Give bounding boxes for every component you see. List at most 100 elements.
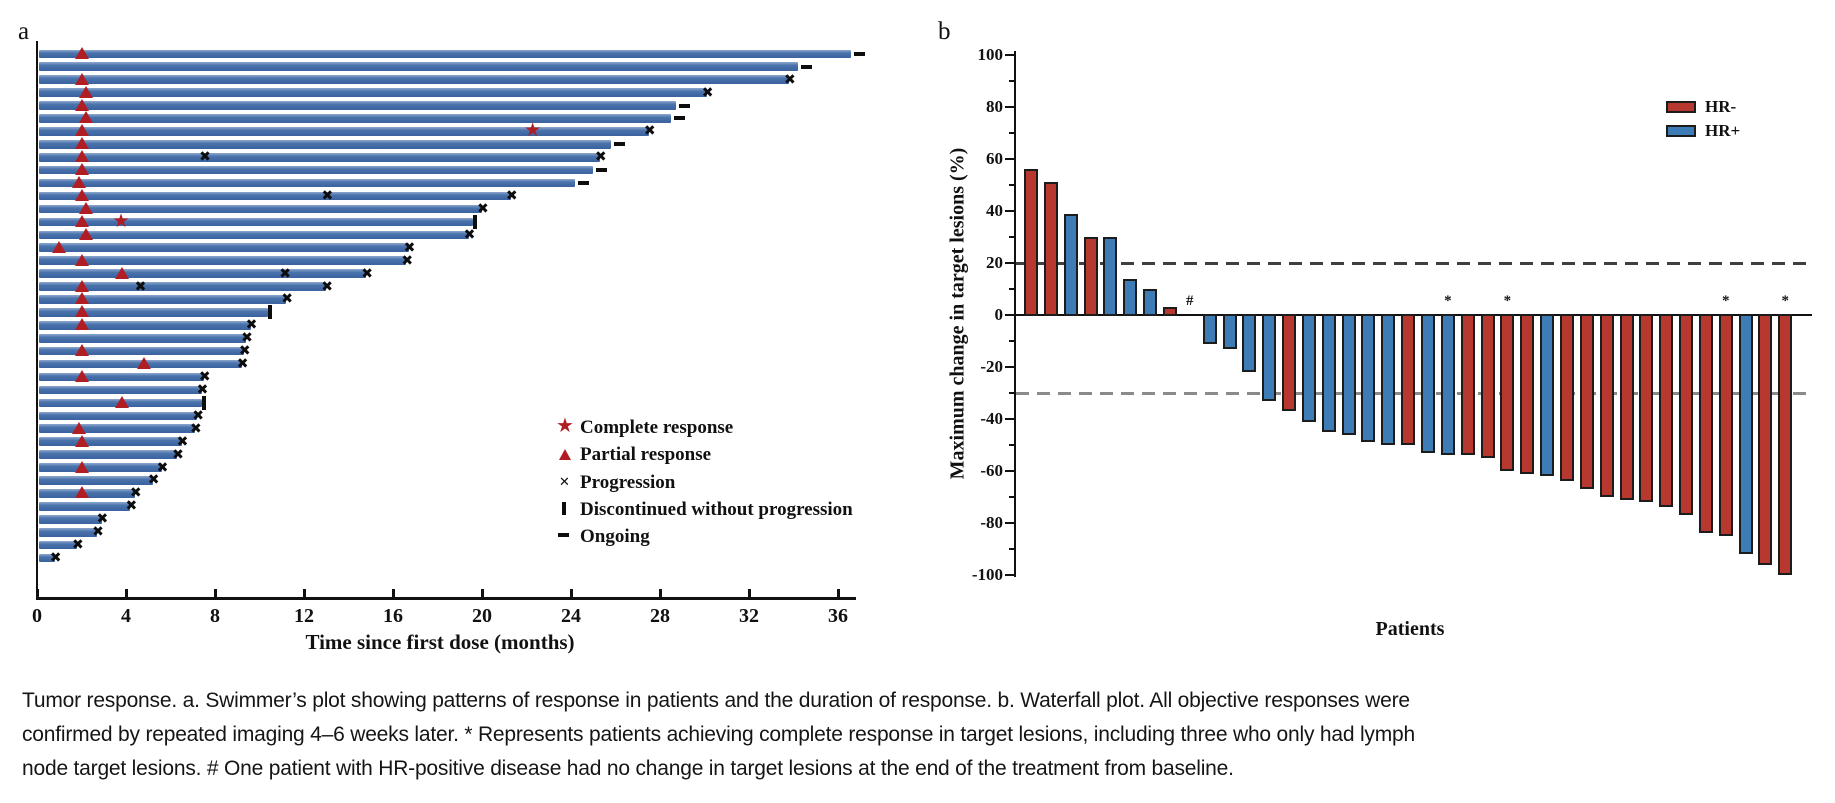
swimmer-legend-label: Progression — [580, 471, 676, 493]
complete-response-asterisk: * — [1781, 293, 1790, 309]
partial-response-icon — [74, 460, 89, 473]
x-tick-mark — [837, 589, 840, 598]
progression-icon: ✖ — [196, 381, 209, 398]
swimmer-bar — [38, 514, 102, 524]
waterfall-bar — [1341, 314, 1356, 435]
discontinued-icon — [473, 214, 478, 229]
complete-response-asterisk: * — [1444, 293, 1452, 309]
partial-response-icon — [78, 201, 93, 214]
ongoing-icon — [854, 51, 866, 56]
progression-icon: ✖ — [281, 291, 293, 308]
waterfall-bar — [1778, 314, 1793, 575]
y-tick-mark — [1009, 79, 1014, 83]
y-tick-label: -20 — [980, 357, 1003, 376]
swimmer-bar — [38, 165, 594, 175]
panel-a-label: a — [18, 18, 30, 45]
swimmer-legend-item: ✕ Progression — [556, 472, 886, 494]
ongoing-icon — [678, 103, 690, 108]
partial-response-icon — [72, 176, 87, 189]
complete-response-icon: ★ — [556, 415, 574, 437]
waterfall-bar — [1301, 314, 1316, 422]
progression-icon: ✖ — [129, 485, 142, 502]
y-tick-label: 40 — [986, 201, 1003, 220]
ongoing-icon — [578, 181, 590, 186]
panel-b-label: b — [938, 18, 951, 45]
waterfall-bar — [1222, 314, 1237, 349]
ongoing-icon — [614, 142, 626, 147]
swimmer-bar — [38, 49, 852, 59]
x-tick-mark — [748, 589, 751, 598]
complete-response-icon: ★ — [112, 210, 130, 232]
swimmer-bar — [38, 308, 269, 317]
progression-icon: ✖ — [172, 446, 184, 463]
partial-response-icon — [136, 357, 151, 370]
partial-response-icon — [74, 279, 89, 292]
progression-icon: ✖ — [72, 537, 84, 554]
waterfall-legend-label: HR- — [1705, 97, 1737, 116]
waterfall-bar — [1202, 314, 1217, 344]
partial-response-icon — [74, 292, 89, 305]
waterfall-legend-swatch — [1666, 125, 1696, 137]
complete-response-asterisk: * — [1503, 293, 1512, 309]
swimmer-legend-label: Complete response — [580, 417, 734, 438]
progression-icon: ✖ — [505, 188, 518, 205]
progression-icon: ✖ — [403, 239, 416, 256]
waterfall-bar — [1619, 314, 1634, 500]
y-tick-label: 20 — [986, 253, 1003, 272]
partial-response-icon — [78, 111, 93, 124]
waterfall-bar — [1063, 213, 1078, 316]
ongoing-icon — [800, 64, 812, 69]
partial-response-icon — [72, 421, 87, 434]
waterfall-bar — [1758, 314, 1773, 565]
progression-icon: ✖ — [594, 149, 607, 166]
y-tick-label: -60 — [980, 461, 1003, 480]
ongoing-icon — [596, 168, 608, 173]
waterfall-bar — [1024, 169, 1038, 316]
figure-caption: Tumor response. a. Swimmer’s plot showin… — [22, 684, 1822, 786]
swimmer-bar — [38, 411, 198, 421]
y-tick-label: 100 — [977, 45, 1004, 64]
x-tick-label: 36 — [828, 605, 848, 627]
x-tick-mark — [125, 589, 128, 598]
y-tick-mark — [1009, 547, 1014, 551]
waterfall-y-axis-title: Maximum change in target lesions (%) — [946, 147, 969, 480]
waterfall-bar — [1103, 237, 1118, 316]
waterfall-bar — [1162, 307, 1177, 316]
x-tick-label: 24 — [561, 605, 581, 627]
waterfall-bar — [1321, 314, 1336, 432]
waterfall-bar — [1500, 314, 1515, 471]
swimmer-bar — [38, 269, 367, 278]
partial-response-icon — [74, 72, 89, 85]
swimmer-bar — [38, 321, 251, 330]
x-tick-label: 20 — [472, 605, 492, 627]
swimmer-bar — [38, 75, 790, 84]
progression-icon: ✖ — [49, 550, 62, 567]
swimmer-bar — [38, 101, 676, 110]
waterfall-bar — [1559, 314, 1574, 482]
waterfall-bar — [1123, 278, 1138, 316]
partial-response-icon — [74, 305, 89, 318]
x-tick-label: 16 — [383, 605, 403, 627]
swimmer-bar — [38, 527, 98, 537]
progression-icon: ✖ — [92, 524, 104, 541]
partial-response-icon — [74, 189, 89, 202]
progression-icon: ✖ — [463, 226, 476, 243]
progression-icon: ✖ — [134, 278, 147, 295]
waterfall-bar — [1361, 314, 1376, 443]
x-tick-label: 28 — [650, 605, 670, 627]
partial-response-icon — [74, 486, 89, 499]
x-tick-mark — [570, 589, 573, 598]
swimmer-bar — [38, 346, 244, 356]
complete-response-asterisk: * — [1722, 293, 1730, 309]
swimmer-bar — [38, 295, 287, 304]
waterfall-bar — [1440, 314, 1455, 456]
y-tick-mark — [1005, 105, 1014, 109]
waterfall-bar — [1718, 314, 1733, 536]
y-tick-mark — [1005, 261, 1014, 265]
x-tick-mark — [659, 589, 662, 598]
waterfall-bar — [1282, 314, 1297, 412]
waterfall-x-axis-title: Patients — [1375, 618, 1445, 640]
progression-icon: ✖ — [321, 278, 333, 295]
y-tick-mark — [1009, 287, 1014, 291]
